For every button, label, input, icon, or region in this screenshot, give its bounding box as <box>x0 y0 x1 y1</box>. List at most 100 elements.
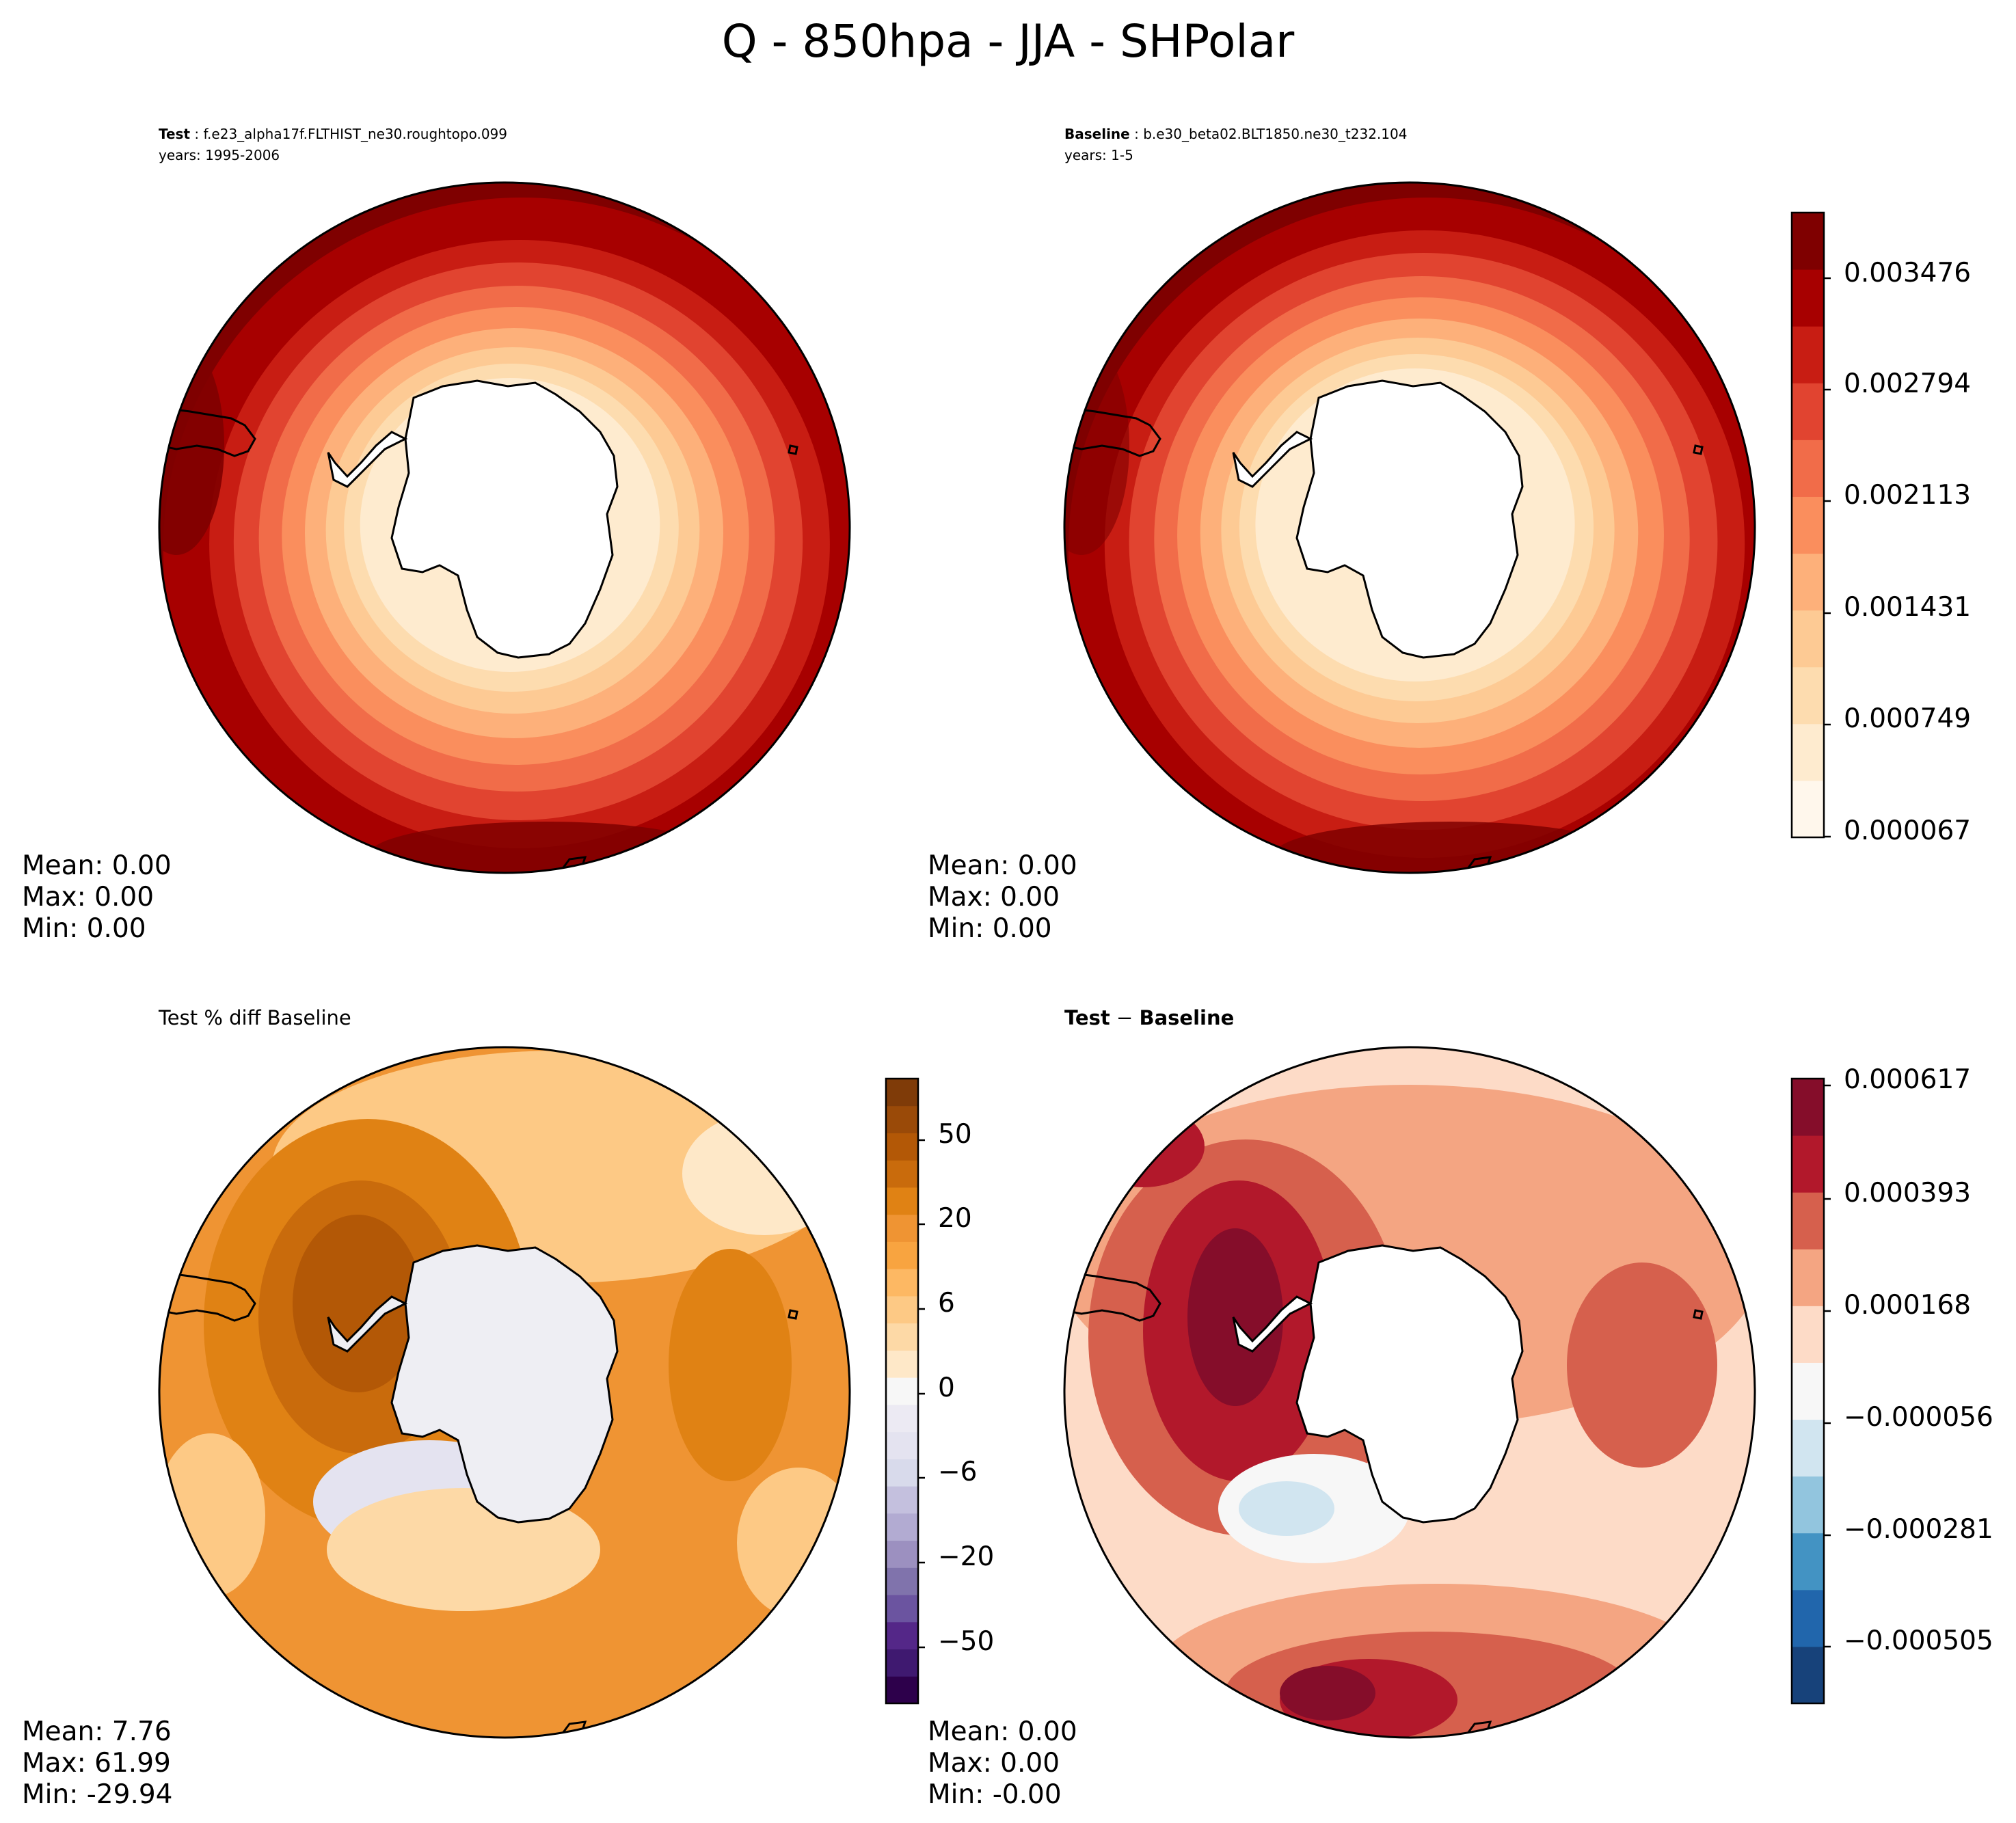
colorbar-pctdiff-seg-2 <box>886 1621 918 1650</box>
diff-stats: Mean: 0.00 Max: 0.00 Min: -0.00 <box>928 1716 1077 1811</box>
cb3-tick-4: −6 <box>938 1457 978 1487</box>
colorbar-diff-seg-8 <box>1792 1192 1824 1250</box>
cb1-tick-1: 0.002794 <box>1844 368 1972 399</box>
island-test <box>788 444 798 455</box>
colorbar-diff-seg-2 <box>1792 1532 1824 1591</box>
cb4-tick-5: −0.000505 <box>1844 1625 1993 1656</box>
cb3-tick-5: −20 <box>938 1541 995 1572</box>
diff-mean: Mean: 0.00 <box>928 1716 1077 1747</box>
colorbar-pctdiff-seg-20 <box>886 1133 918 1161</box>
island-pctdiff <box>788 1309 798 1320</box>
patch-test-west <box>159 336 224 555</box>
diff-title: Test − Baseline <box>1064 1006 1234 1029</box>
colorbar-pctdiff <box>885 1077 919 1705</box>
colorbar-pctdiff-seg-17 <box>886 1214 918 1242</box>
diff-nw <box>1081 1105 1205 1187</box>
cb1-tick-2: 0.002113 <box>1844 480 1972 511</box>
colorbar-diff-seg-7 <box>1792 1249 1824 1306</box>
test-years: years: 1995-2006 <box>159 147 280 163</box>
diff-title-a: Test <box>1064 1006 1110 1029</box>
colorbar-pctdiff-seg-14 <box>886 1295 918 1324</box>
baseline-case: b.e30_beta02.BLT1850.ne30_t232.104 <box>1143 126 1408 142</box>
baseline-label: Baseline <box>1064 126 1130 142</box>
colorbar-test-seg-6 <box>1792 440 1824 497</box>
map-diff-field <box>1064 1047 1755 1738</box>
colorbar-pctdiff-seg-10 <box>886 1404 918 1433</box>
colorbar-pctdiff-seg-6 <box>886 1513 918 1541</box>
pct-top-right <box>682 1112 846 1235</box>
colorbar-pctdiff-seg-22 <box>886 1079 918 1107</box>
map-diff-boundary <box>1063 1046 1756 1739</box>
colorbar-diff-seg-1 <box>1792 1589 1824 1647</box>
cb1-tick-0: 0.003476 <box>1844 258 1972 288</box>
map-test-field <box>159 183 850 873</box>
colorbar-test-seg-8 <box>1792 326 1824 383</box>
cb3-tick-3: 0 <box>938 1373 955 1403</box>
colorbar-pctdiff-seg-5 <box>886 1540 918 1568</box>
diff-title-op: − <box>1110 1006 1140 1029</box>
colorbar-diff <box>1790 1077 1825 1705</box>
diff-min: Min: -0.00 <box>928 1779 1062 1810</box>
figure-title: Q - 850hpa - JJA - SHPolar <box>721 15 1295 68</box>
colorbar-test-seg-0 <box>1792 780 1824 838</box>
colorbar-test <box>1790 211 1825 839</box>
map-test <box>158 181 851 874</box>
diff-ross-blue <box>1239 1481 1334 1536</box>
map-pctdiff-field <box>159 1047 850 1738</box>
map-baseline-field <box>1064 183 1755 873</box>
colorbar-diff-seg-6 <box>1792 1306 1824 1363</box>
colorbar-pctdiff-seg-11 <box>886 1377 918 1405</box>
colorbar-test-seg-1 <box>1792 723 1824 781</box>
colorbar-diff-seg-10 <box>1792 1079 1824 1136</box>
colorbar-diff-seg-0 <box>1792 1646 1824 1704</box>
colorbar-pctdiff-seg-13 <box>886 1323 918 1351</box>
diff-max: Max: 0.00 <box>928 1748 1060 1779</box>
map-baseline-boundary <box>1063 181 1756 874</box>
baseline-max: Max: 0.00 <box>928 882 1060 913</box>
colorbar-pctdiff-seg-7 <box>886 1486 918 1514</box>
patch-baseline-south <box>1273 822 1628 873</box>
pct-east <box>669 1249 792 1481</box>
map-baseline <box>1063 181 1756 874</box>
map-pctdiff <box>158 1046 851 1739</box>
colorbar-test-seg-7 <box>1792 383 1824 440</box>
diff-west-core <box>1187 1228 1283 1406</box>
colorbar-pctdiff-seg-8 <box>886 1459 918 1487</box>
colorbar-pctdiff-frame <box>885 1077 919 1705</box>
pctdiff-title: Test % diff Baseline <box>159 1006 351 1029</box>
colorbar-diff-seg-9 <box>1792 1135 1824 1193</box>
diff-south-max <box>1280 1666 1375 1720</box>
colorbar-test-seg-3 <box>1792 610 1824 668</box>
colorbar-pctdiff-seg-9 <box>886 1431 918 1459</box>
colorbar-diff-frame <box>1790 1077 1825 1705</box>
baseline-stats: Mean: 0.00 Max: 0.00 Min: 0.00 <box>928 850 1077 945</box>
pct-se <box>737 1468 850 1618</box>
test-header: Test : f.e23_alpha17f.FLTHIST_ne30.rough… <box>159 126 507 163</box>
baseline-min: Min: 0.00 <box>928 913 1052 944</box>
cb4-tick-3: −0.000056 <box>1844 1402 1993 1433</box>
cb4-tick-4: −0.000281 <box>1844 1514 1993 1545</box>
baseline-mean: Mean: 0.00 <box>928 850 1077 881</box>
test-label: Test <box>159 126 191 142</box>
test-min: Min: 0.00 <box>22 913 146 944</box>
test-max: Max: 0.00 <box>22 882 154 913</box>
test-case: f.e23_alpha17f.FLTHIST_ne30.roughtopo.09… <box>203 126 507 142</box>
patch-baseline-west <box>1064 336 1129 555</box>
colorbar-test-seg-9 <box>1792 269 1824 327</box>
colorbar-pctdiff-seg-21 <box>886 1105 918 1133</box>
colorbar-diff-seg-3 <box>1792 1476 1824 1534</box>
cb4-tick-2: 0.000168 <box>1844 1290 1972 1321</box>
colorbar-pctdiff-seg-3 <box>886 1595 918 1623</box>
colorbar-pctdiff-seg-19 <box>886 1160 918 1188</box>
island-diff <box>1693 1309 1704 1320</box>
colorbar-diff-seg-4 <box>1792 1419 1824 1477</box>
pctdiff-mean: Mean: 7.76 <box>22 1716 172 1747</box>
colorbar-diff-seg-5 <box>1792 1362 1824 1420</box>
cb3-tick-0: 50 <box>938 1119 972 1150</box>
colorbar-pctdiff-seg-18 <box>886 1187 918 1215</box>
colorbar-test-seg-5 <box>1792 496 1824 554</box>
colorbar-pctdiff-seg-12 <box>886 1350 918 1378</box>
baseline-header: Baseline : b.e30_beta02.BLT1850.ne30_t23… <box>1064 126 1408 163</box>
map-test-boundary <box>158 181 851 874</box>
